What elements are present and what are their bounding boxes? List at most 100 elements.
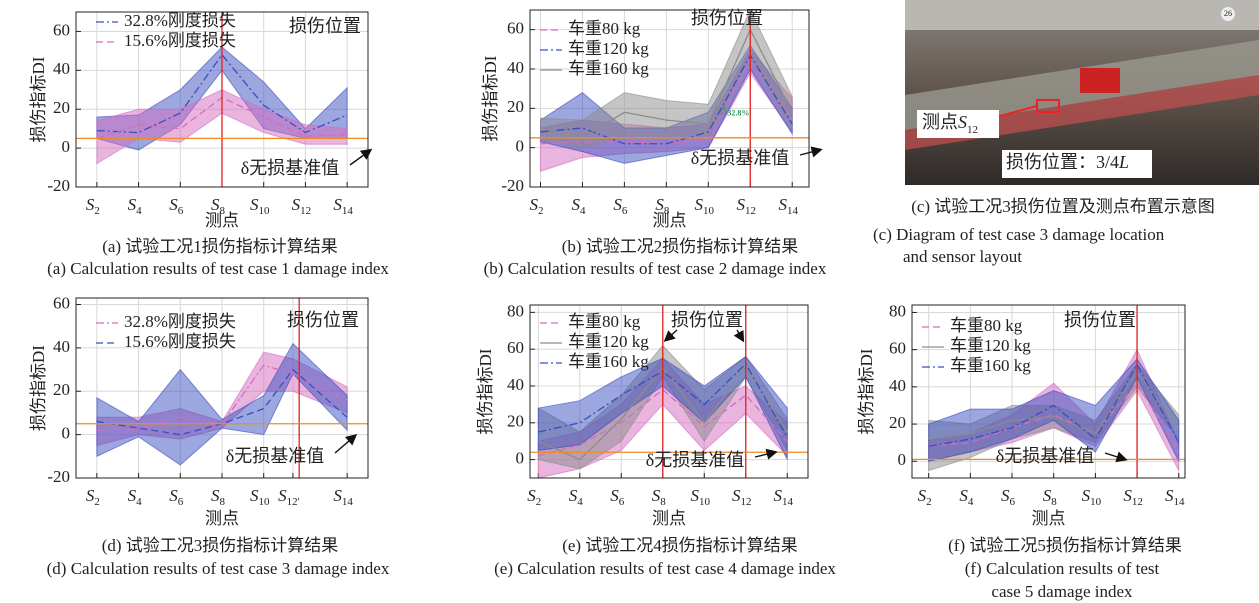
y-tick-label: 20 bbox=[53, 380, 70, 399]
x-tick-label: S10 bbox=[691, 486, 711, 508]
x-tick-sub: 4 bbox=[136, 205, 142, 217]
baseline-label: δ无损基准值 bbox=[241, 158, 339, 178]
x-tick-sub: 10 bbox=[258, 496, 270, 508]
x-tick-symbol: S bbox=[86, 195, 95, 214]
damage-label: 损伤位置 bbox=[289, 16, 361, 36]
annotation-arrow bbox=[733, 329, 745, 343]
x-tick-label: S2 bbox=[86, 195, 100, 217]
x-tick-label: S8 bbox=[211, 486, 226, 508]
x-tick-label: S14 bbox=[778, 195, 798, 217]
x-tick-sub: 4 bbox=[577, 496, 583, 508]
band bbox=[928, 358, 1180, 462]
x-axis-label: 测点 bbox=[205, 211, 239, 230]
x-tick-sub: 14 bbox=[342, 496, 354, 508]
x-tick-symbol: S bbox=[732, 486, 741, 505]
legend-label: 车重160 kg bbox=[568, 59, 649, 78]
x-tick-sub: 2 bbox=[94, 496, 100, 508]
legend-label: 15.6%刚度损失 bbox=[124, 332, 236, 351]
sensor-label: 测点S12 bbox=[922, 112, 978, 135]
x-tick-label: S2 bbox=[918, 486, 932, 508]
x-tick-symbol: S bbox=[128, 195, 137, 214]
caption-en: case 5 damage index bbox=[991, 582, 1133, 601]
y-tick-label: 60 bbox=[507, 19, 524, 38]
x-tick-sub: 10 bbox=[1090, 496, 1102, 508]
photo-wall bbox=[905, 0, 1259, 30]
annotation-arrow bbox=[663, 329, 678, 342]
damage-label: 损伤位置 bbox=[691, 8, 763, 28]
x-tick-label: S12 bbox=[732, 486, 752, 508]
y-tick-label: 0 bbox=[62, 137, 71, 156]
x-tick-symbol: S bbox=[333, 486, 342, 505]
caption-en: (d) Calculation results of test case 3 d… bbox=[47, 559, 390, 578]
x-tick-sub: 14 bbox=[1173, 496, 1185, 508]
caption-en: (b) Calculation results of test case 2 d… bbox=[484, 259, 827, 278]
x-tick-sub: 12' bbox=[287, 496, 300, 508]
x-tick-symbol: S bbox=[613, 195, 622, 214]
x-tick-sub: 8 bbox=[1051, 496, 1057, 508]
x-tick-label: S2 bbox=[529, 195, 543, 217]
x-tick-label: S8 bbox=[211, 195, 226, 217]
baseline-label: δ无损基准值 bbox=[226, 446, 324, 466]
x-tick-label: S14 bbox=[774, 486, 794, 508]
x-axis-label: 测点 bbox=[205, 509, 239, 528]
sensor-sub: 12 bbox=[967, 124, 978, 136]
x-tick-sub: 14 bbox=[342, 205, 354, 217]
y-tick-label: 60 bbox=[507, 338, 524, 357]
legend-label: 车重80 kg bbox=[568, 19, 641, 38]
x-tick-sub: 4 bbox=[580, 205, 586, 217]
y-tick-label: 40 bbox=[53, 59, 70, 78]
y-tick-label: 0 bbox=[516, 137, 525, 156]
x-tick-symbol: S bbox=[774, 486, 783, 505]
x-tick-symbol: S bbox=[211, 195, 220, 214]
y-axis-label: 损伤指标DI bbox=[857, 348, 876, 434]
series-line bbox=[96, 53, 348, 134]
legend-label: 车重120 kg bbox=[950, 336, 1031, 355]
y-tick-label: 80 bbox=[507, 301, 524, 320]
frame bbox=[75, 11, 369, 188]
y-axis-label: 损伤指标DI bbox=[29, 56, 48, 142]
x-tick-sub: 2 bbox=[926, 496, 932, 508]
legend-label: 车重80 kg bbox=[568, 312, 641, 331]
photo: 26 测点S12 损伤位置：3/4L bbox=[905, 0, 1259, 185]
x-tick-symbol: S bbox=[1001, 486, 1010, 505]
x-tick-symbol: S bbox=[778, 195, 787, 214]
y-tick-label: 0 bbox=[516, 449, 525, 468]
x-tick-symbol: S bbox=[695, 195, 704, 214]
y-axis-label: 损伤指标DI bbox=[481, 55, 500, 141]
x-tick-label: S10 bbox=[695, 195, 715, 217]
caption-cn: (f) 试验工况5损伤指标计算结果 bbox=[948, 536, 1182, 555]
x-tick-sub: 12 bbox=[300, 205, 311, 217]
x-tick-label: S10 bbox=[1082, 486, 1102, 508]
y-tick-label: 40 bbox=[507, 58, 524, 77]
plot-area bbox=[912, 305, 1185, 478]
band bbox=[96, 342, 348, 466]
y-tick-label: -20 bbox=[501, 176, 524, 195]
damage-text: 损伤位置：3/4 bbox=[1006, 152, 1119, 172]
legend-label: 15.6%刚度损失 bbox=[124, 31, 236, 50]
x-tick-symbol: S bbox=[86, 486, 95, 505]
y-tick-label: 60 bbox=[889, 339, 906, 358]
caption-cn: (c) 试验工况3损伤位置及测点布置示意图 bbox=[911, 197, 1215, 216]
x-tick-symbol: S bbox=[128, 486, 137, 505]
y-tick-label: 20 bbox=[507, 412, 524, 431]
series-line bbox=[928, 363, 1180, 448]
x-tick-label: S12' bbox=[278, 486, 300, 508]
x-axis-label: 测点 bbox=[1032, 509, 1066, 528]
x-tick-label: S4 bbox=[128, 486, 143, 508]
delta-sub: 32.8% bbox=[727, 108, 749, 117]
baseline-label: δ无损基准值 bbox=[691, 148, 789, 168]
x-tick-symbol: S bbox=[529, 195, 538, 214]
y-axis-label: 损伤指标DI bbox=[29, 345, 48, 431]
x-tick-label: S12 bbox=[292, 195, 312, 217]
x-axis-label: 测点 bbox=[653, 211, 687, 230]
x-tick-sub: 6 bbox=[178, 496, 184, 508]
x-tick-label: S8 bbox=[652, 486, 667, 508]
x-tick-label: S12 bbox=[737, 195, 757, 217]
x-tick-label: S2 bbox=[86, 486, 100, 508]
x-tick-label: S6 bbox=[169, 486, 184, 508]
x-tick-label: S6 bbox=[169, 195, 184, 217]
x-tick-label: S12 bbox=[1123, 486, 1143, 508]
x-tick-label: S10 bbox=[250, 486, 270, 508]
x-tick-symbol: S bbox=[250, 195, 259, 214]
